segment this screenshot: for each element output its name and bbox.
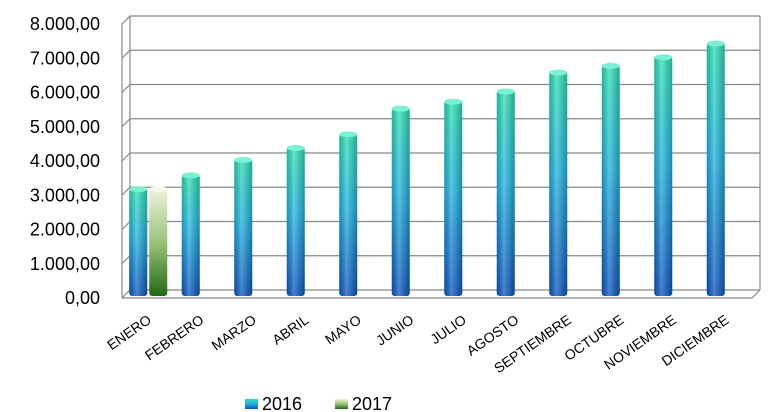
y-axis: 0,00 1.000,00 2.000,00 3.000,00 4.000,00 5.00…	[30, 14, 100, 308]
bar-2016-septiembre	[549, 69, 568, 296]
bar-2016-octubre	[601, 62, 620, 296]
y-tick-label: 6.000,00	[30, 83, 100, 103]
x-tick-label: FEBRERO	[142, 311, 207, 363]
x-tick-label: JULIO	[427, 311, 469, 347]
bar-2016-mayo	[339, 131, 358, 296]
bar-2017-enero	[149, 186, 168, 296]
y-tick-label: 1.000,00	[30, 254, 100, 274]
legend-item-2017: 2017	[335, 394, 392, 412]
y-tick-label: 4.000,00	[30, 151, 100, 171]
x-tick-label: ABRIL	[269, 311, 311, 347]
x-tick-label: JUNIO	[373, 311, 417, 348]
legend-label: 2017	[352, 394, 392, 412]
grid	[121, 15, 761, 299]
y-tick-label: 0,00	[65, 288, 100, 308]
legend-label: 2016	[262, 394, 302, 412]
x-tick-label: MARZO	[208, 311, 259, 353]
bar-2016-noviembre	[654, 54, 673, 296]
bar-2016-julio	[444, 98, 463, 297]
legend-item-2016: 2016	[245, 394, 302, 412]
bar-2016-diciembre	[706, 40, 725, 296]
x-tick-label: MAYO	[322, 311, 364, 347]
gridline	[121, 15, 760, 25]
legend-swatch	[335, 399, 348, 409]
y-tick-label: 5.000,00	[30, 117, 100, 137]
legend-swatch	[245, 399, 258, 409]
bar-2016-agosto	[496, 88, 515, 296]
bar-2016-marzo	[234, 157, 253, 296]
y-tick-label: 8.000,00	[30, 14, 100, 34]
y-tick-label: 3.000,00	[30, 185, 100, 205]
y-tick-label: 2.000,00	[30, 220, 100, 240]
bar-2016-febrero	[181, 172, 200, 296]
floor-edge	[122, 289, 761, 299]
legend: 2016 2017	[245, 394, 392, 412]
bar-2016-enero	[129, 186, 148, 296]
bar-2016-abril	[286, 145, 305, 296]
y-tick-label: 7.000,00	[30, 48, 100, 68]
bars	[129, 40, 725, 297]
bar-2016-junio	[391, 105, 410, 296]
